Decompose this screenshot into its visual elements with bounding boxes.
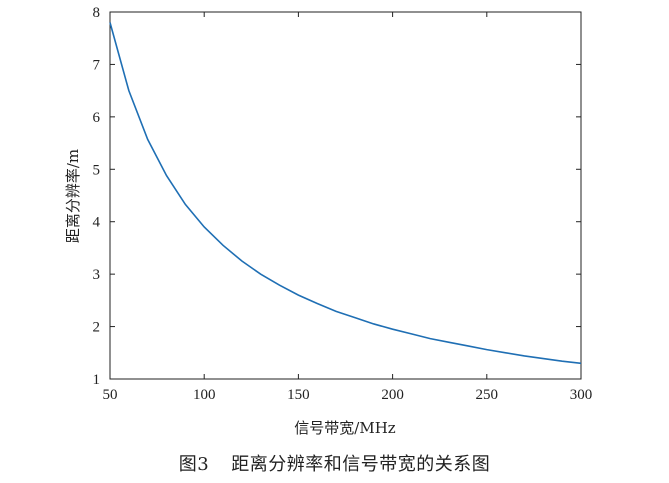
x-tick-label: 250	[476, 387, 499, 403]
figure-caption: 图3 距离分辨率和信号带宽的关系图	[0, 450, 669, 476]
y-tick-label: 1	[93, 372, 101, 388]
x-tick-label: 300	[570, 387, 593, 403]
series-line	[109, 22, 582, 365]
x-tick-label: 150	[287, 387, 310, 403]
plot-frame	[109, 11, 582, 380]
y-tick-label: 2	[93, 320, 101, 336]
y-tick-label: 3	[93, 267, 101, 283]
figure-caption-text: 距离分辨率和信号带宽的关系图	[231, 454, 491, 475]
figure-number: 图3	[178, 454, 210, 475]
axis-ticks	[109, 11, 582, 380]
y-axis-title: 距离分辨率/m	[64, 149, 82, 243]
chart: 50 100 150 200 250 300 1 2 3 4 5 6 7 8 信号带宽/MHz 距离分辨率…	[64, 5, 593, 437]
y-tick-label: 6	[93, 110, 101, 126]
y-tick-label: 5	[93, 162, 101, 178]
y-tick-label: 8	[93, 5, 101, 21]
y-tick-label: 7	[93, 57, 101, 73]
x-tick-label: 50	[103, 387, 118, 403]
axis-tick-labels: 50 100 150 200 250 300 1 2 3 4 5 6 7 8	[93, 5, 593, 403]
x-axis-title: 信号带宽/MHz	[294, 419, 395, 437]
x-tick-label: 200	[381, 387, 404, 403]
x-tick-label: 100	[193, 387, 216, 403]
y-tick-label: 4	[93, 215, 101, 231]
